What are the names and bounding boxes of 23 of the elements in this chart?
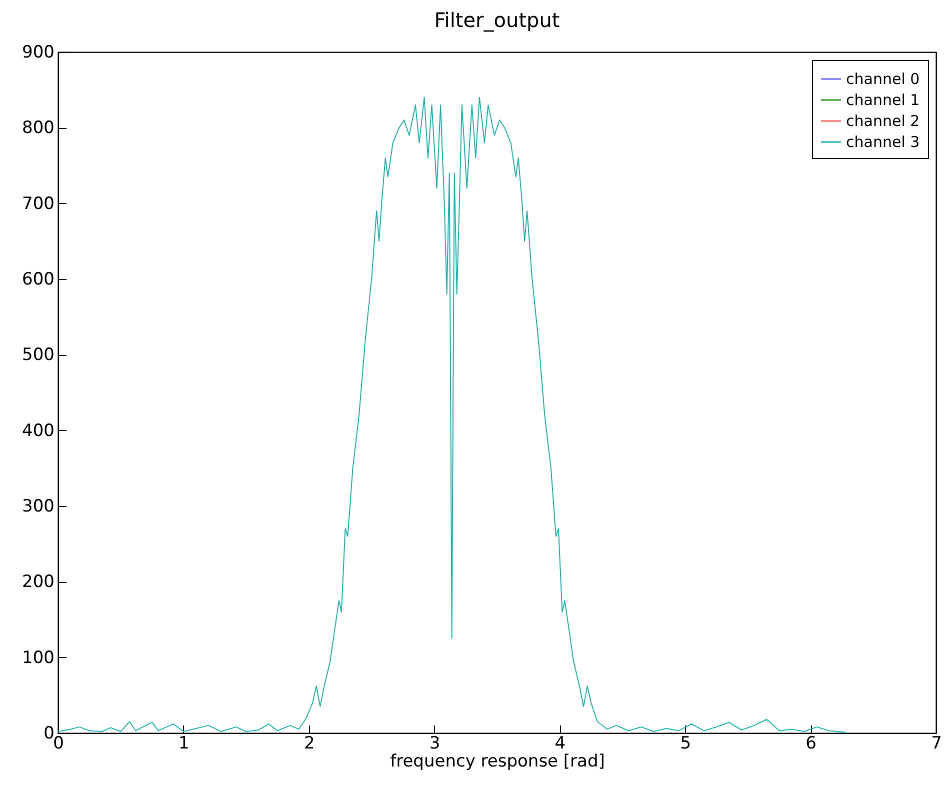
x-axis-title: frequency response [rad] bbox=[390, 752, 605, 772]
x-tick-label: 4 bbox=[554, 734, 566, 754]
x-tick-label: 2 bbox=[304, 734, 315, 754]
legend-label: channel 2 bbox=[846, 112, 920, 130]
y-tick-label: 200 bbox=[22, 572, 54, 592]
y-tick-label: 900 bbox=[22, 42, 54, 62]
x-tick-label: 5 bbox=[680, 734, 692, 754]
line-series bbox=[58, 96, 846, 733]
x-tick-label: 3 bbox=[429, 734, 440, 754]
y-tick-label: 300 bbox=[22, 496, 54, 516]
legend-label: channel 1 bbox=[846, 91, 920, 109]
x-tick-label: 1 bbox=[178, 734, 190, 754]
y-tick-label: 400 bbox=[22, 420, 54, 441]
y-tick-label: 500 bbox=[22, 345, 54, 366]
y-tick-label: 800 bbox=[22, 118, 54, 138]
y-tick-label: 100 bbox=[22, 648, 54, 668]
legend-label: channel 3 bbox=[846, 133, 920, 151]
x-tick-label: 7 bbox=[931, 734, 942, 754]
legend-label: channel 0 bbox=[846, 70, 920, 88]
chart-title: Filter_output bbox=[434, 8, 560, 32]
y-tick-label: 600 bbox=[22, 270, 54, 290]
y-tick-label: 700 bbox=[22, 194, 54, 214]
x-tick-label: 6 bbox=[806, 734, 816, 754]
